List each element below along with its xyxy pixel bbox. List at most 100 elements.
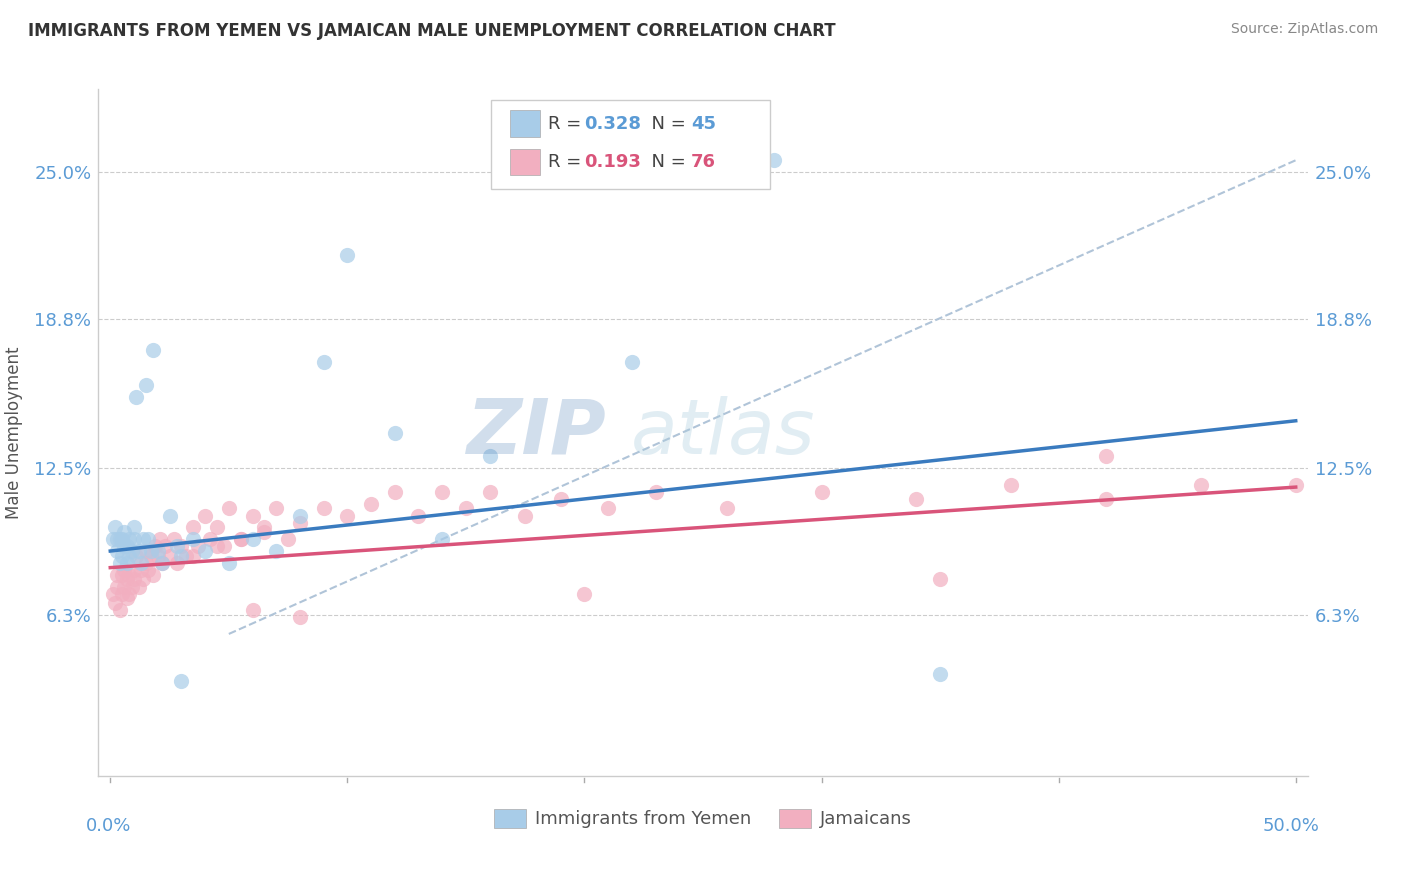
- Text: 0.0%: 0.0%: [86, 817, 132, 835]
- Point: [478, 484, 501, 499]
- Text: 0.193: 0.193: [585, 153, 641, 171]
- Point: [122, 573, 145, 587]
- Point: [152, 556, 174, 570]
- Point: [118, 532, 141, 546]
- Point: [312, 501, 335, 516]
- Point: [121, 580, 143, 594]
- Point: [253, 520, 276, 534]
- Point: [135, 556, 157, 570]
- FancyBboxPatch shape: [492, 100, 769, 189]
- Point: [312, 354, 335, 368]
- Point: [122, 532, 145, 546]
- Point: [264, 501, 287, 516]
- Point: [574, 587, 596, 601]
- Point: [122, 520, 145, 534]
- Point: [181, 520, 204, 534]
- Point: [929, 573, 952, 587]
- Point: [336, 508, 359, 523]
- Legend: Immigrants from Yemen, Jamaicans: Immigrants from Yemen, Jamaicans: [486, 801, 920, 836]
- Point: [128, 544, 150, 558]
- Text: IMMIGRANTS FROM YEMEN VS JAMAICAN MALE UNEMPLOYMENT CORRELATION CHART: IMMIGRANTS FROM YEMEN VS JAMAICAN MALE U…: [28, 22, 835, 40]
- Point: [929, 667, 952, 681]
- Point: [159, 549, 181, 563]
- Point: [105, 567, 128, 582]
- Point: [105, 544, 128, 558]
- Point: [620, 354, 643, 368]
- Point: [598, 501, 620, 516]
- Point: [132, 573, 155, 587]
- Text: 50.0%: 50.0%: [1263, 817, 1320, 835]
- Point: [194, 544, 217, 558]
- Point: [166, 539, 188, 553]
- Point: [163, 532, 186, 546]
- Point: [135, 378, 157, 392]
- Point: [288, 508, 311, 523]
- Point: [242, 603, 264, 617]
- Point: [336, 248, 359, 262]
- Text: R =: R =: [548, 153, 588, 171]
- Point: [212, 539, 235, 553]
- Point: [139, 549, 162, 563]
- Point: [810, 484, 832, 499]
- Point: [194, 508, 217, 523]
- Point: [111, 549, 134, 563]
- Point: [288, 516, 311, 530]
- Bar: [509, 111, 540, 136]
- Point: [218, 501, 240, 516]
- Point: [644, 484, 666, 499]
- Point: [108, 532, 131, 546]
- Point: [478, 450, 501, 464]
- Point: [763, 153, 786, 168]
- Point: [242, 532, 264, 546]
- Point: [181, 549, 204, 563]
- Point: [121, 544, 143, 558]
- Point: [170, 549, 193, 563]
- Point: [129, 563, 152, 577]
- Point: [143, 539, 166, 553]
- Point: [118, 587, 141, 601]
- Point: [129, 556, 152, 570]
- Text: 76: 76: [690, 153, 716, 171]
- Point: [125, 549, 148, 563]
- Point: [108, 556, 131, 570]
- Point: [105, 532, 128, 546]
- Text: 45: 45: [690, 114, 716, 133]
- Point: [159, 508, 181, 523]
- Point: [1000, 477, 1022, 491]
- Point: [132, 532, 155, 546]
- Point: [146, 544, 169, 558]
- Point: [114, 563, 136, 577]
- Point: [264, 544, 287, 558]
- Point: [198, 532, 221, 546]
- Text: Source: ZipAtlas.com: Source: ZipAtlas.com: [1230, 22, 1378, 37]
- Point: [1095, 491, 1118, 506]
- Point: [152, 556, 174, 570]
- Point: [181, 532, 204, 546]
- Point: [716, 501, 738, 516]
- Point: [229, 532, 252, 546]
- Point: [205, 520, 228, 534]
- Point: [550, 491, 572, 506]
- Point: [136, 563, 159, 577]
- Point: [108, 603, 131, 617]
- Point: [166, 556, 188, 570]
- Text: N =: N =: [640, 153, 692, 171]
- Point: [1189, 477, 1212, 491]
- Point: [136, 532, 159, 546]
- Point: [115, 573, 138, 587]
- Point: [454, 501, 477, 516]
- Point: [170, 674, 193, 689]
- Point: [360, 497, 382, 511]
- Point: [139, 544, 162, 558]
- Point: [111, 587, 134, 601]
- Point: [515, 508, 537, 523]
- Point: [153, 539, 176, 553]
- Point: [135, 544, 157, 558]
- Point: [149, 532, 172, 546]
- Point: [101, 532, 124, 546]
- Point: [142, 567, 165, 582]
- Point: [408, 508, 430, 523]
- Point: [125, 390, 148, 404]
- Text: atlas: atlas: [630, 396, 815, 469]
- Point: [115, 591, 138, 606]
